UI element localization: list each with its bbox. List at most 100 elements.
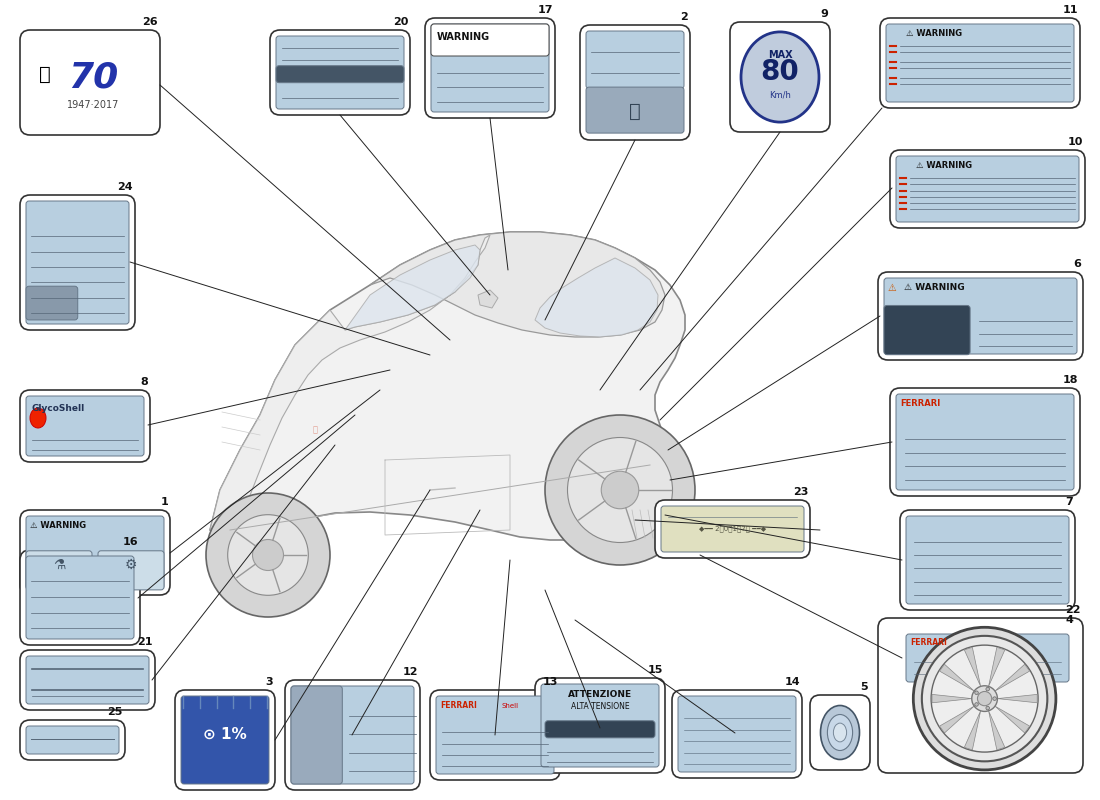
Polygon shape [210, 232, 685, 540]
Text: 21: 21 [138, 637, 153, 647]
Polygon shape [998, 694, 1037, 703]
FancyBboxPatch shape [431, 24, 549, 56]
Text: 12: 12 [403, 667, 418, 677]
FancyBboxPatch shape [26, 286, 78, 320]
FancyBboxPatch shape [26, 396, 144, 456]
Text: 14: 14 [784, 677, 800, 687]
FancyBboxPatch shape [292, 686, 342, 784]
Text: 13: 13 [542, 677, 558, 687]
FancyBboxPatch shape [541, 684, 659, 767]
Text: 9: 9 [821, 9, 828, 19]
FancyBboxPatch shape [270, 30, 410, 115]
Polygon shape [345, 245, 480, 330]
Ellipse shape [741, 32, 820, 122]
FancyBboxPatch shape [544, 721, 654, 738]
FancyBboxPatch shape [900, 628, 1075, 688]
Text: 70: 70 [68, 61, 118, 94]
Text: 8: 8 [141, 377, 149, 387]
Polygon shape [210, 235, 490, 530]
FancyBboxPatch shape [900, 510, 1075, 610]
Circle shape [986, 687, 990, 691]
FancyBboxPatch shape [661, 506, 804, 552]
Circle shape [971, 686, 998, 711]
Text: ⚠ WARNING: ⚠ WARNING [916, 161, 972, 170]
Circle shape [986, 706, 990, 710]
FancyBboxPatch shape [535, 678, 666, 773]
FancyBboxPatch shape [654, 500, 810, 558]
Polygon shape [996, 664, 1030, 691]
Text: ⛽: ⛽ [629, 102, 641, 121]
Text: 24: 24 [118, 182, 133, 192]
Polygon shape [939, 664, 975, 691]
FancyBboxPatch shape [586, 31, 684, 89]
Text: ⚗: ⚗ [53, 558, 65, 571]
FancyBboxPatch shape [672, 690, 802, 778]
Polygon shape [965, 647, 980, 686]
FancyBboxPatch shape [878, 618, 1084, 773]
Polygon shape [989, 647, 1005, 686]
Polygon shape [965, 711, 980, 750]
Polygon shape [478, 290, 498, 308]
Text: 🐎: 🐎 [312, 426, 318, 434]
FancyBboxPatch shape [890, 150, 1085, 228]
Text: 7: 7 [1065, 497, 1072, 507]
Text: ⚠ WARNING: ⚠ WARNING [30, 521, 86, 530]
FancyBboxPatch shape [20, 30, 160, 135]
Text: 23: 23 [793, 487, 808, 497]
Circle shape [975, 691, 978, 694]
FancyBboxPatch shape [580, 25, 690, 140]
FancyBboxPatch shape [20, 390, 150, 462]
Text: ⚠ WARNING: ⚠ WARNING [906, 29, 962, 38]
FancyBboxPatch shape [26, 556, 134, 639]
FancyBboxPatch shape [26, 726, 119, 754]
FancyBboxPatch shape [906, 634, 1069, 682]
Circle shape [544, 415, 695, 565]
Text: 6: 6 [1074, 259, 1081, 269]
Text: 2: 2 [680, 12, 688, 22]
Polygon shape [932, 694, 971, 703]
Circle shape [975, 702, 978, 706]
Text: FERRARI: FERRARI [900, 399, 940, 408]
Text: 17: 17 [538, 5, 553, 15]
FancyBboxPatch shape [26, 201, 129, 324]
FancyBboxPatch shape [20, 550, 140, 645]
FancyBboxPatch shape [810, 695, 870, 770]
Text: 11: 11 [1063, 5, 1078, 15]
Text: ⊙ 1%: ⊙ 1% [204, 726, 246, 742]
Ellipse shape [821, 706, 859, 759]
FancyBboxPatch shape [26, 516, 164, 589]
Polygon shape [939, 706, 975, 733]
FancyBboxPatch shape [20, 510, 170, 595]
Text: 16: 16 [122, 537, 138, 547]
Text: 3: 3 [265, 677, 273, 687]
Circle shape [228, 514, 308, 595]
Text: ⚙: ⚙ [124, 558, 138, 571]
FancyBboxPatch shape [886, 24, 1074, 102]
Ellipse shape [30, 408, 46, 428]
FancyBboxPatch shape [430, 690, 560, 780]
FancyBboxPatch shape [890, 388, 1080, 496]
FancyBboxPatch shape [896, 156, 1079, 222]
Text: Km/h: Km/h [769, 90, 791, 99]
FancyBboxPatch shape [436, 696, 554, 774]
FancyBboxPatch shape [906, 516, 1069, 604]
Text: 🐴: 🐴 [40, 65, 51, 84]
Text: 80: 80 [760, 58, 800, 86]
Polygon shape [996, 706, 1030, 733]
Text: MAX: MAX [768, 50, 792, 60]
Circle shape [602, 471, 639, 509]
Text: 4: 4 [1065, 615, 1072, 625]
FancyBboxPatch shape [884, 278, 1077, 354]
FancyBboxPatch shape [20, 720, 125, 760]
FancyBboxPatch shape [425, 18, 556, 118]
FancyBboxPatch shape [175, 690, 275, 790]
FancyBboxPatch shape [182, 696, 270, 784]
Text: 1: 1 [161, 497, 168, 507]
FancyBboxPatch shape [26, 550, 92, 590]
Text: 20: 20 [393, 17, 408, 27]
Text: 1947·2017: 1947·2017 [67, 99, 119, 110]
FancyBboxPatch shape [730, 22, 830, 132]
Text: ◆━━ 2️⃣0️⃣1️⃣7️⃣ ━━◆: ◆━━ 2️⃣0️⃣1️⃣7️⃣ ━━◆ [698, 526, 766, 532]
Text: ⚠ WARNING: ⚠ WARNING [904, 283, 965, 292]
Circle shape [993, 697, 997, 700]
